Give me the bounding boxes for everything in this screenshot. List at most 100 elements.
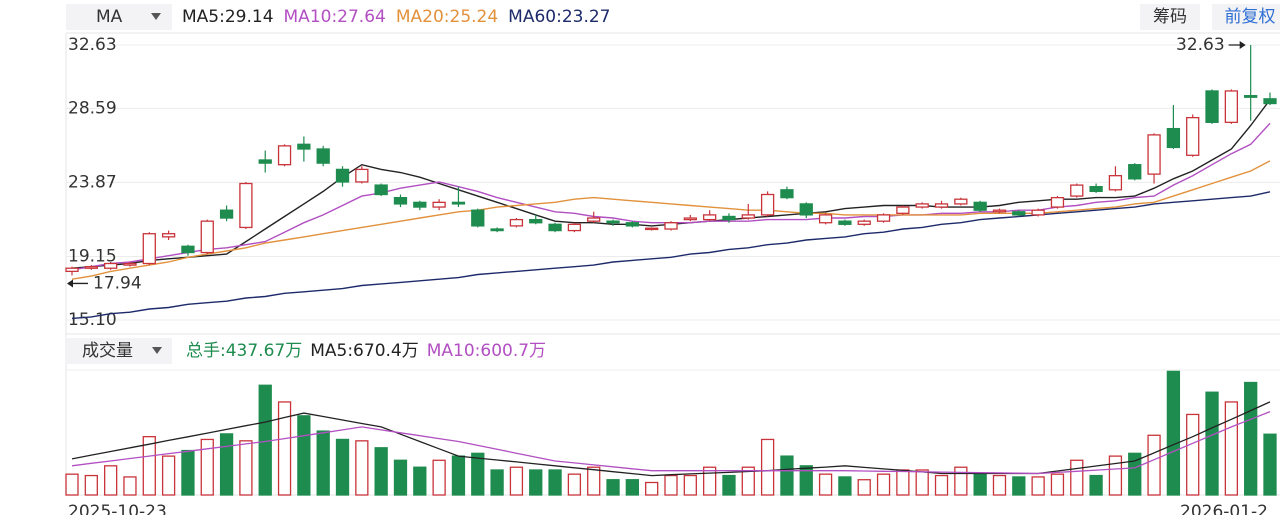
volume-bar xyxy=(1012,476,1026,496)
ma-line xyxy=(71,191,1271,320)
candle-body xyxy=(1070,184,1084,197)
candle-body xyxy=(1108,175,1123,191)
volume-bar xyxy=(1263,433,1277,496)
volume-bar xyxy=(799,465,813,496)
volume-bar xyxy=(683,474,697,496)
y-tick-label: 28.59 xyxy=(68,98,117,118)
candle-body xyxy=(84,266,98,269)
candle-body xyxy=(664,222,678,230)
volume-bar xyxy=(645,481,659,496)
volume-bar xyxy=(876,473,891,496)
candle-body xyxy=(529,218,543,224)
volume-ma-line xyxy=(71,401,1271,477)
dropdown-arrow[interactable] xyxy=(152,347,162,354)
volume-bar xyxy=(760,438,775,496)
volume-bar xyxy=(896,469,910,496)
volume-bar xyxy=(625,479,640,496)
volume-bar xyxy=(934,474,949,496)
candle-body xyxy=(567,223,582,232)
volume-title[interactable]: 成交量 xyxy=(82,341,133,361)
y-tick-label: 32.63 xyxy=(68,35,117,55)
max-price-label: 32.63 xyxy=(1176,35,1225,55)
volume-bar xyxy=(664,474,678,496)
candle-body xyxy=(490,228,504,232)
min-price-label: 17.94 xyxy=(93,273,142,293)
volume-bar xyxy=(1186,413,1200,496)
chip-button[interactable] xyxy=(1140,4,1200,30)
volume-bar xyxy=(161,455,176,496)
volume-bar xyxy=(84,474,98,496)
candle-body xyxy=(876,214,891,222)
volume-bar xyxy=(65,473,79,496)
candle-body xyxy=(355,168,369,183)
candle-body xyxy=(1186,116,1200,156)
volume-bar xyxy=(1244,381,1258,496)
legend-entry: MA20:25.24 xyxy=(396,7,498,27)
dropdown-arrow[interactable] xyxy=(151,13,161,20)
candle-body xyxy=(200,220,214,254)
volume-bar xyxy=(413,466,427,496)
candle-body xyxy=(509,218,524,227)
volume-bar xyxy=(702,466,717,496)
candle-body xyxy=(316,148,330,164)
candle-body xyxy=(123,262,137,266)
volume-bar xyxy=(1070,459,1084,496)
candle-body xyxy=(1147,134,1161,175)
y-tick-label: 23.87 xyxy=(68,172,117,192)
candle-body xyxy=(1128,164,1142,180)
volume-bar xyxy=(857,479,871,496)
candle-body xyxy=(277,145,292,166)
candle-body xyxy=(413,201,427,208)
volume-bar xyxy=(103,465,118,496)
candle-body xyxy=(239,182,253,229)
candle-body xyxy=(393,196,408,205)
candle-body xyxy=(722,215,736,221)
candle-body xyxy=(760,193,775,216)
volume-bar xyxy=(1108,455,1123,496)
volume-bar xyxy=(219,433,234,496)
candle-body xyxy=(471,209,485,227)
candle-body xyxy=(65,267,79,273)
adjust-button[interactable] xyxy=(1212,4,1280,30)
volume-bar xyxy=(181,449,195,496)
volume-bar xyxy=(818,473,833,496)
volume-bar xyxy=(1166,370,1181,496)
volume-bar xyxy=(954,466,968,496)
volume-bar xyxy=(355,440,369,496)
chip-button-label[interactable]: 筹码 xyxy=(1153,7,1187,27)
volume-bar xyxy=(335,438,350,496)
candle-body xyxy=(1050,196,1065,208)
indicator-label[interactable]: MA xyxy=(96,7,123,27)
volume-bar xyxy=(722,474,736,496)
candle-body xyxy=(683,217,697,221)
volume-bar xyxy=(1089,474,1103,496)
candle-body xyxy=(645,227,659,231)
volume-bar xyxy=(992,474,1007,496)
volume-bar xyxy=(567,473,582,496)
volume-bar xyxy=(741,466,755,496)
candle-body xyxy=(780,189,794,199)
max-arrow-head xyxy=(1239,41,1246,49)
candle-body xyxy=(934,203,949,208)
adjust-button-label[interactable]: 前复权 xyxy=(1225,7,1276,27)
volume-bar xyxy=(1147,434,1161,496)
volume-bar xyxy=(509,466,524,496)
volume-bar xyxy=(374,447,388,496)
candle-body xyxy=(915,203,929,208)
volume-bar xyxy=(277,401,292,496)
candle-body xyxy=(161,233,176,238)
candle-body xyxy=(818,214,833,224)
candle-body xyxy=(838,220,852,225)
candle-body xyxy=(335,168,350,183)
candle-body xyxy=(954,198,968,205)
volume-bar xyxy=(548,469,562,496)
candle-body xyxy=(1089,186,1103,193)
candle-body xyxy=(258,159,272,164)
x-tick-label: 2025-10-23 xyxy=(68,502,167,515)
volume-bar xyxy=(1205,391,1219,496)
volume-bar xyxy=(297,415,311,496)
legend-entry: MA5:29.14 xyxy=(182,7,274,27)
volume-bar xyxy=(915,469,929,496)
volume-selector[interactable] xyxy=(66,338,172,364)
